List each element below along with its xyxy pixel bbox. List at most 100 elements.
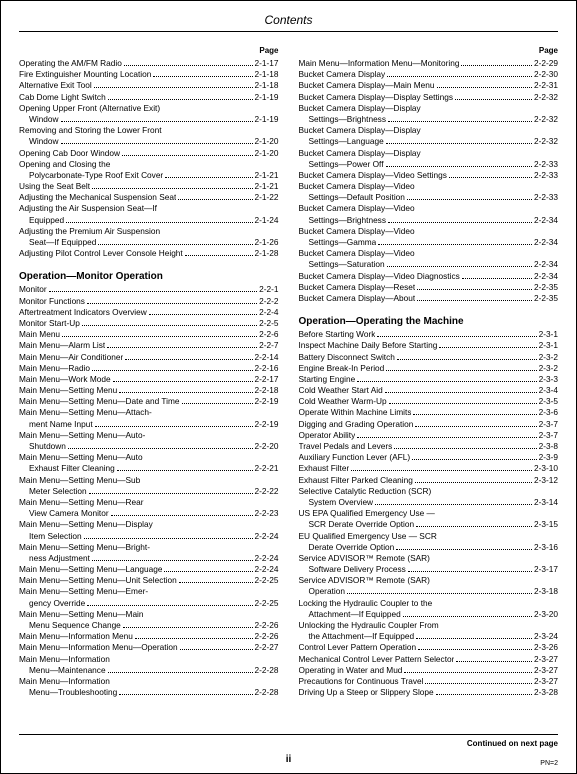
toc-entry: Main Menu—Setting Menu—Display (19, 519, 279, 530)
toc-page: 2-3-24 (534, 631, 558, 642)
toc-leader (425, 683, 532, 684)
toc-label: Adjusting the Mechanical Suspension Seat (19, 192, 176, 203)
toc-leader (66, 222, 252, 223)
toc-page: 2-2-33 (534, 159, 558, 170)
toc-label: Main Menu—Setting Menu—Auto- (19, 430, 145, 441)
toc-label: Main Menu—Information Menu—Operation (19, 642, 178, 653)
toc-entry: Bucket Camera Display—Display (299, 103, 559, 114)
toc-entry: Bucket Camera Display—Video (299, 248, 559, 259)
toc-label: Main Menu—Setting Menu—Date and Time (19, 396, 180, 407)
toc-leader (436, 694, 532, 695)
toc-leader (108, 99, 253, 100)
toc-page: 2-2-25 (255, 598, 279, 609)
toc-page: 2-3-2 (539, 363, 558, 374)
toc-leader (92, 560, 253, 561)
toc-page: 2-1-19 (255, 92, 279, 103)
toc-page: 2-3-4 (539, 385, 558, 396)
toc-entry: Adjusting Pilot Control Lever Console He… (19, 248, 279, 259)
toc-leader (92, 188, 252, 189)
toc-leader (68, 448, 253, 449)
toc-page: 2-2-21 (255, 463, 279, 474)
toc-leader (415, 426, 536, 427)
toc-page: 2-1-19 (255, 114, 279, 125)
toc-label: Bucket Camera Display—Video (299, 226, 415, 237)
toc-leader (185, 255, 253, 256)
toc-entry: Adjusting the Air Suspension Seat—If (19, 203, 279, 214)
header-rule (19, 31, 558, 32)
toc-leader (461, 65, 532, 66)
toc-label: Main Menu—Work Mode (19, 374, 111, 385)
toc-label: Fire Extinguisher Mounting Location (19, 69, 151, 80)
toc-entry: ment Name Input2-2-19 (19, 419, 279, 430)
toc-entry: Exhaust Filter Parked Cleaning2-3-12 (299, 475, 559, 486)
toc-entry: Equipped2-1-24 (19, 215, 279, 226)
toc-label: Precautions for Continuous Travel (299, 676, 424, 687)
toc-page: 2-2-34 (534, 259, 558, 270)
toc-label: SCR Derate Override Option (299, 519, 415, 530)
toc-page: 2-3-17 (534, 564, 558, 575)
toc-entry: Operating the AM/FM Radio2-1-17 (19, 58, 279, 69)
toc-label: Attachment—If Equipped (299, 609, 401, 620)
toc-page: 2-2-24 (255, 553, 279, 564)
toc-label: Before Starting Work (299, 329, 376, 340)
toc-leader (416, 526, 532, 527)
toc-leader (357, 437, 536, 438)
toc-entry: EU Qualified Emergency Use — SCR (299, 531, 559, 542)
toc-leader (62, 336, 257, 337)
toc-entry: Service ADVISOR™ Remote (SAR) (299, 575, 559, 586)
section-head-left: Operation—Monitor Operation (19, 271, 279, 282)
toc-entry: Main Menu—Alarm List2-2-7 (19, 340, 279, 351)
toc-label: gency Override (19, 598, 85, 609)
toc-label: Exhaust Filter Cleaning (19, 463, 115, 474)
toc-page: 2-2-34 (534, 237, 558, 248)
toc-leader (377, 336, 536, 337)
right-block-2: Before Starting Work2-3-1Inspect Machine… (299, 329, 559, 698)
toc-label: EU Qualified Emergency Use — SCR (299, 531, 437, 542)
toc-leader (416, 638, 532, 639)
toc-page: 2-2-31 (534, 80, 558, 91)
toc-page: 2-3-7 (539, 419, 558, 430)
toc-page: 2-1-17 (255, 58, 279, 69)
toc-entry: Main Menu—Setting Menu—Emer- (19, 586, 279, 597)
toc-entry: Main Menu—Information (19, 654, 279, 665)
toc-entry: Main Menu—Work Mode2-2-17 (19, 374, 279, 385)
toc-label: Cab Dome Light Switch (19, 92, 106, 103)
toc-label: Main Menu—Information (19, 654, 110, 665)
toc-page: 2-2-18 (255, 385, 279, 396)
toc-page: 2-1-24 (255, 215, 279, 226)
toc-leader (94, 87, 253, 88)
toc-entry: Bucket Camera Display—Reset2-2-35 (299, 282, 559, 293)
toc-leader (180, 649, 253, 650)
toc-entry: Bucket Camera Display—Display (299, 125, 559, 136)
toc-label: Derate Override Option (299, 542, 395, 553)
toc-leader (113, 381, 253, 382)
toc-page: 2-2-33 (534, 192, 558, 203)
toc-entry: Exhaust Filter2-3-10 (299, 463, 559, 474)
toc-label: Main Menu—Setting Menu—Language (19, 564, 162, 575)
toc-label: Main Menu—Information Menu—Monitoring (299, 58, 460, 69)
toc-entry: Cold Weather Warm-Up2-3-5 (299, 396, 559, 407)
toc-leader (95, 426, 253, 427)
footer-rule (19, 734, 558, 735)
toc-page: 2-1-18 (255, 80, 279, 91)
footer-continued: Continued on next page (467, 739, 558, 748)
toc-entry: Shutdown2-2-20 (19, 441, 279, 452)
toc-label: Main Menu—Alarm List (19, 340, 105, 351)
toc-label: Seat—If Equipped (19, 237, 96, 248)
toc-page: 2-3-1 (539, 340, 558, 351)
toc-label: Menu—Troubleshooting (19, 687, 117, 698)
toc-label: Window (19, 114, 59, 125)
toc-leader (125, 359, 252, 360)
toc-entry: Opening Cab Door Window2-1-20 (19, 148, 279, 159)
toc-label: Operating in Water and Mud (299, 665, 403, 676)
toc-label: Battery Disconnect Switch (299, 352, 395, 363)
toc-page: 2-2-28 (255, 665, 279, 676)
toc-leader (449, 177, 532, 178)
toc-label: Main Menu—Setting Menu—Auto (19, 452, 143, 463)
toc-label: Operator Ability (299, 430, 356, 441)
toc-page: 2-2-23 (255, 508, 279, 519)
toc-entry: Adjusting the Premium Air Suspension (19, 226, 279, 237)
toc-leader (107, 347, 257, 348)
toc-label: Bucket Camera Display—Reset (299, 282, 416, 293)
right-block-1: Main Menu—Information Menu—Monitoring 2-2… (299, 58, 559, 304)
